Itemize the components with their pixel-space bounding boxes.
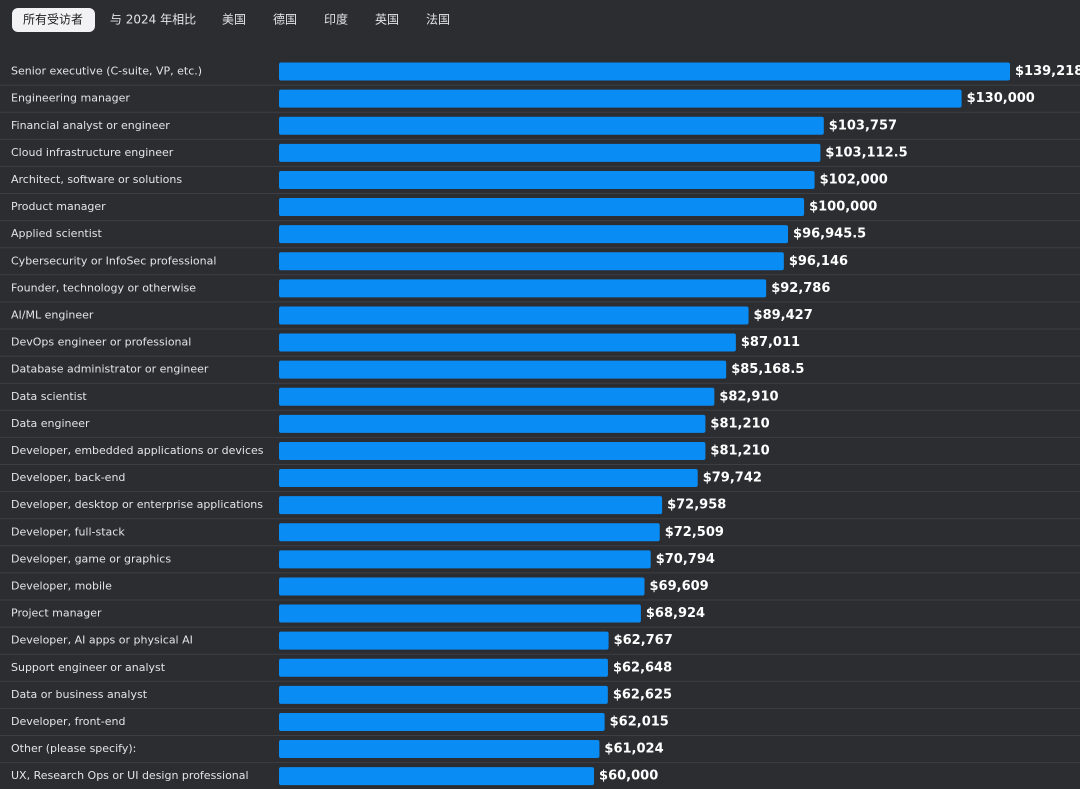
category-label: Developer, desktop or enterprise applica… (11, 498, 263, 511)
value-label: $62,015 (610, 714, 669, 729)
category-label: Cloud infrastructure engineer (11, 146, 174, 159)
value-label: $96,146 (789, 254, 848, 269)
category-label: Financial analyst or engineer (11, 119, 170, 132)
bar (279, 225, 789, 244)
tab[interactable]: 法国 (426, 13, 450, 27)
category-label: Database administrator or engineer (11, 363, 209, 376)
bar (279, 550, 651, 569)
bar (279, 62, 1010, 81)
category-label: Data or business analyst (11, 688, 148, 701)
category-label: Developer, embedded applications or devi… (11, 444, 264, 457)
value-label: $61,024 (604, 742, 663, 757)
bar (279, 279, 767, 298)
bar (279, 712, 605, 731)
bar (279, 414, 706, 433)
category-label: Architect, software or solutions (11, 173, 182, 186)
value-label: $79,742 (703, 471, 762, 486)
bar (279, 116, 824, 135)
category-label: DevOps engineer or professional (11, 336, 191, 349)
bar (279, 441, 706, 460)
category-label: AI/ML engineer (11, 308, 94, 321)
value-label: $87,011 (741, 335, 800, 350)
value-label: $139,218 (1015, 64, 1080, 79)
bar (279, 685, 608, 704)
tab[interactable]: 德国 (273, 12, 297, 27)
category-label: Developer, front-end (11, 715, 125, 728)
value-label: $62,648 (613, 660, 672, 675)
value-label: $60,000 (599, 769, 658, 784)
value-label: $81,210 (710, 416, 769, 431)
bar (279, 469, 698, 488)
value-label: $85,168.5 (731, 362, 804, 377)
bar (279, 252, 784, 271)
category-label: Other (please specify): (11, 742, 136, 755)
bar (279, 496, 663, 515)
bar (279, 333, 736, 352)
bar (279, 360, 727, 379)
bar (279, 143, 821, 162)
category-label: Data scientist (11, 390, 87, 403)
value-label: $82,910 (719, 389, 778, 404)
tab[interactable]: 印度 (324, 12, 348, 27)
bar (279, 523, 660, 542)
bar (279, 604, 641, 623)
category-label: UX, Research Ops or UI design profession… (11, 769, 249, 782)
value-label: $81,210 (710, 443, 769, 458)
category-label: Project manager (11, 607, 102, 620)
bar (279, 631, 609, 650)
category-label: Developer, game or graphics (11, 552, 171, 565)
category-label: Product manager (11, 200, 106, 213)
value-label: $92,786 (771, 281, 830, 296)
bar (279, 89, 962, 108)
value-label: $103,757 (829, 118, 897, 133)
value-label: $72,958 (667, 498, 726, 513)
category-label: Applied scientist (11, 227, 103, 240)
category-label: Developer, back-end (11, 471, 125, 484)
value-label: $103,112.5 (825, 145, 907, 160)
value-label: $69,609 (650, 579, 709, 594)
category-label: Developer, full-stack (11, 525, 125, 538)
value-label: $62,767 (614, 633, 673, 648)
bar (279, 658, 608, 677)
tab[interactable]: 所有受访者 (23, 13, 83, 27)
value-label: $72,509 (665, 525, 724, 540)
value-label: $70,794 (656, 552, 715, 567)
bar (279, 577, 645, 596)
category-label: Developer, AI apps or physical AI (11, 634, 193, 647)
category-label: Senior executive (C-suite, VP, etc.) (11, 65, 202, 78)
value-label: $100,000 (809, 200, 877, 215)
bar (279, 170, 815, 189)
category-label: Cybersecurity or InfoSec professional (11, 254, 216, 267)
value-label: $68,924 (646, 606, 705, 621)
bar (279, 767, 595, 786)
tab[interactable]: 英国 (375, 13, 399, 27)
bar (279, 740, 600, 759)
category-label: Engineering manager (11, 92, 130, 105)
value-label: $89,427 (754, 308, 813, 323)
value-label: $102,000 (820, 172, 888, 187)
value-label: $62,625 (613, 687, 672, 702)
bar (279, 198, 805, 217)
tab[interactable]: 美国 (222, 13, 246, 27)
bar (279, 306, 749, 325)
value-label: $130,000 (967, 91, 1035, 106)
category-label: Founder, technology or otherwise (11, 281, 196, 294)
category-label: Developer, mobile (11, 579, 112, 592)
tab[interactable]: 与 2024 年相比 (110, 13, 196, 27)
category-label: Data engineer (11, 417, 90, 430)
category-label: Support engineer or analyst (11, 661, 166, 674)
active-tab-pill[interactable] (12, 8, 95, 32)
bar (279, 387, 715, 406)
value-label: $96,945.5 (793, 227, 866, 242)
